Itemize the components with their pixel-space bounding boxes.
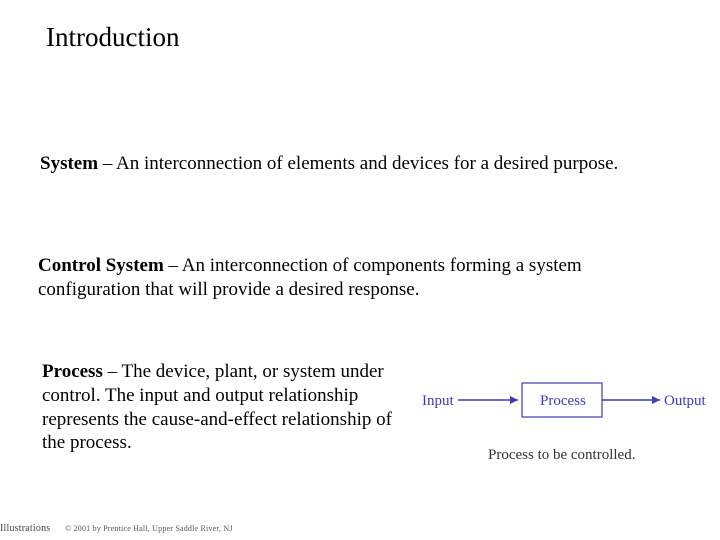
- process-diagram: Input Process Output Process to be contr…: [420, 365, 710, 495]
- text-system: – An interconnection of elements and dev…: [98, 153, 618, 174]
- definition-process: Process – The device, plant, or system u…: [42, 360, 402, 455]
- term-control-system: Control System: [38, 255, 164, 276]
- footer: Illustrations © 2001 by Prentice Hall, U…: [0, 523, 233, 534]
- label-process: Process: [540, 393, 586, 409]
- slide: Introduction System – An interconnection…: [0, 0, 720, 540]
- footer-left: Illustrations: [0, 523, 50, 534]
- arrowhead-output: [652, 396, 660, 404]
- label-input: Input: [422, 393, 454, 409]
- diagram-caption: Process to be controlled.: [488, 447, 635, 463]
- arrowhead-input: [510, 396, 518, 404]
- definition-control-system: Control System – An interconnection of c…: [38, 254, 678, 302]
- term-process: Process: [42, 361, 103, 382]
- term-system: System: [40, 153, 98, 174]
- label-output: Output: [664, 393, 707, 409]
- footer-copyright: © 2001 by Prentice Hall, Upper Saddle Ri…: [65, 524, 233, 533]
- page-title: Introduction: [46, 22, 179, 53]
- definition-system: System – An interconnection of elements …: [40, 152, 680, 176]
